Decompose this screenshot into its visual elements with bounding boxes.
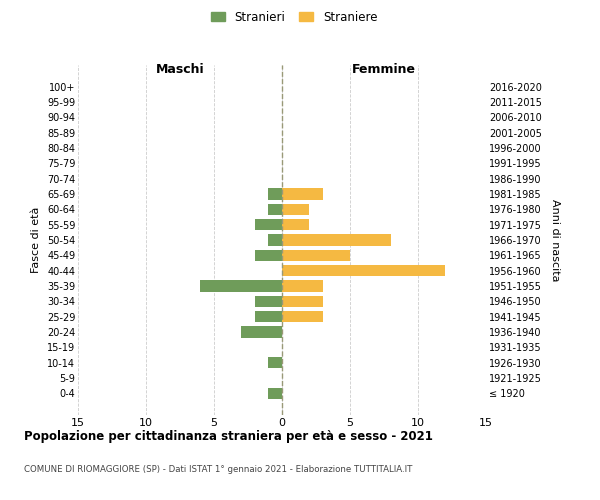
Bar: [282, 311, 323, 322]
Bar: [241, 326, 282, 338]
Legend: Stranieri, Straniere: Stranieri, Straniere: [206, 6, 382, 28]
Bar: [268, 357, 282, 368]
Bar: [255, 311, 282, 322]
Bar: [268, 204, 282, 215]
Bar: [282, 265, 445, 276]
Bar: [282, 219, 309, 230]
Bar: [282, 204, 309, 215]
Bar: [268, 188, 282, 200]
Text: Popolazione per cittadinanza straniera per età e sesso - 2021: Popolazione per cittadinanza straniera p…: [24, 430, 433, 443]
Bar: [268, 388, 282, 399]
Bar: [282, 296, 323, 307]
Bar: [200, 280, 282, 292]
Text: COMUNE DI RIOMAGGIORE (SP) - Dati ISTAT 1° gennaio 2021 - Elaborazione TUTTITALI: COMUNE DI RIOMAGGIORE (SP) - Dati ISTAT …: [24, 465, 412, 474]
Bar: [255, 296, 282, 307]
Text: Maschi: Maschi: [155, 63, 205, 76]
Bar: [282, 188, 323, 200]
Bar: [255, 219, 282, 230]
Bar: [268, 234, 282, 246]
Bar: [282, 280, 323, 292]
Y-axis label: Anni di nascita: Anni di nascita: [550, 198, 560, 281]
Bar: [282, 234, 391, 246]
Y-axis label: Fasce di età: Fasce di età: [31, 207, 41, 273]
Bar: [282, 250, 350, 261]
Bar: [255, 250, 282, 261]
Text: Femmine: Femmine: [352, 63, 416, 76]
